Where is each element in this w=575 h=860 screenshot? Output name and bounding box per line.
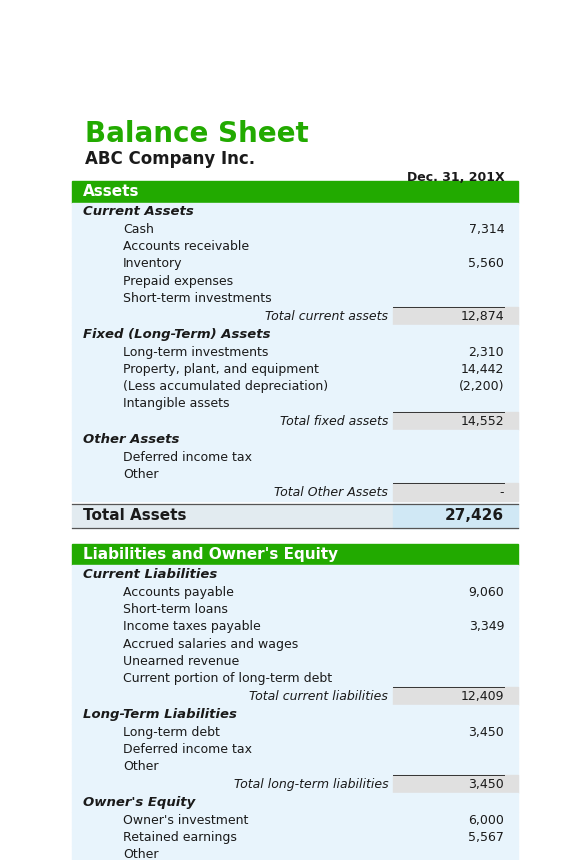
Text: Liabilities and Owner's Equity: Liabilities and Owner's Equity [83,547,338,562]
Bar [72,565,518,584]
Text: 14,552: 14,552 [461,415,504,428]
Text: Total long-term liabilities: Total long-term liabilities [233,778,388,791]
Bar [72,325,518,344]
Bar [393,483,518,501]
Bar [72,618,518,636]
Bar [72,430,518,449]
Bar [72,221,518,238]
Text: 7,314: 7,314 [469,223,504,236]
Bar [72,504,518,528]
Text: 3,450: 3,450 [469,778,504,791]
Text: Other: Other [123,848,159,860]
Bar [72,203,518,221]
Text: Retained earnings: Retained earnings [123,831,237,844]
Bar [72,449,518,466]
Bar [72,396,518,413]
Text: Total current liabilities: Total current liabilities [250,690,388,703]
Text: Balance Sheet: Balance Sheet [85,120,309,148]
Text: 6,000: 6,000 [468,814,504,826]
Text: Current portion of long-term debt: Current portion of long-term debt [123,672,332,685]
Text: (Less accumulated depreciation): (Less accumulated depreciation) [123,380,328,393]
Bar [72,759,518,776]
Bar [72,483,518,501]
Bar [72,653,518,670]
Text: Cash: Cash [123,223,154,236]
Bar [393,504,518,528]
Text: Total fixed assets: Total fixed assets [280,415,388,428]
Text: Accrued salaries and wages: Accrued salaries and wages [123,637,298,651]
Text: Income taxes payable: Income taxes payable [123,620,261,633]
Text: -: - [500,486,504,499]
Text: 14,442: 14,442 [461,363,504,376]
Bar [72,544,518,565]
Bar [72,273,518,290]
Text: Assets: Assets [83,184,140,199]
Text: ABC Company Inc.: ABC Company Inc. [85,150,255,169]
Bar [72,741,518,759]
Bar [72,466,518,483]
Text: 12,874: 12,874 [461,310,504,322]
Text: 3,349: 3,349 [469,620,504,633]
Text: 9,060: 9,060 [469,586,504,599]
Bar [72,687,518,705]
Bar [72,238,518,255]
Text: Current Assets: Current Assets [83,206,194,218]
Text: Prepaid expenses: Prepaid expenses [123,274,233,288]
Text: Fixed (Long-Term) Assets: Fixed (Long-Term) Assets [83,328,270,341]
Text: Short-term loans: Short-term loans [123,603,228,616]
Text: Long-Term Liabilities: Long-Term Liabilities [83,708,237,721]
Bar [72,670,518,687]
Text: (2,200): (2,200) [459,380,504,393]
Text: Total Assets: Total Assets [83,507,186,523]
Text: Long-term investments: Long-term investments [123,346,269,359]
Bar [72,255,518,273]
Text: Other: Other [123,760,159,773]
Bar [72,361,518,378]
Text: 2,310: 2,310 [469,346,504,359]
Bar [72,290,518,307]
Bar [72,846,518,860]
Text: Owner's Equity: Owner's Equity [83,796,196,809]
Text: Long-term debt: Long-term debt [123,726,220,739]
Text: 5,560: 5,560 [468,257,504,271]
Bar [72,705,518,723]
Text: Property, plant, and equipment: Property, plant, and equipment [123,363,319,376]
Text: Short-term investments: Short-term investments [123,292,272,305]
Text: Unearned revenue: Unearned revenue [123,654,239,668]
Bar [72,344,518,361]
Bar [393,776,518,793]
Text: 27,426: 27,426 [445,507,504,523]
Bar [72,307,518,325]
Bar [72,601,518,618]
Text: Owner's investment: Owner's investment [123,814,248,826]
Text: Accounts receivable: Accounts receivable [123,240,249,254]
Bar [72,636,518,653]
Text: Total Other Assets: Total Other Assets [274,486,388,499]
Text: 3,450: 3,450 [469,726,504,739]
Text: Current Liabilities: Current Liabilities [83,568,217,581]
Bar [72,829,518,846]
Bar [72,776,518,793]
Bar [72,793,518,812]
Bar [393,307,518,325]
Text: Intangible assets: Intangible assets [123,397,229,410]
Bar [72,723,518,741]
Text: Inventory: Inventory [123,257,183,271]
Text: Other Assets: Other Assets [83,433,179,446]
Text: 5,567: 5,567 [468,831,504,844]
Text: Accounts payable: Accounts payable [123,586,234,599]
Bar [72,181,518,203]
Bar [393,687,518,705]
Bar [72,812,518,829]
Text: Deferred income tax: Deferred income tax [123,743,252,756]
Bar [72,378,518,396]
Bar [72,413,518,430]
Text: 12,409: 12,409 [461,690,504,703]
Text: Dec. 31, 201X: Dec. 31, 201X [407,171,504,184]
Text: Deferred income tax: Deferred income tax [123,451,252,464]
Text: Total current assets: Total current assets [265,310,388,322]
Text: Other: Other [123,468,159,481]
Bar [393,413,518,430]
Bar [72,584,518,601]
